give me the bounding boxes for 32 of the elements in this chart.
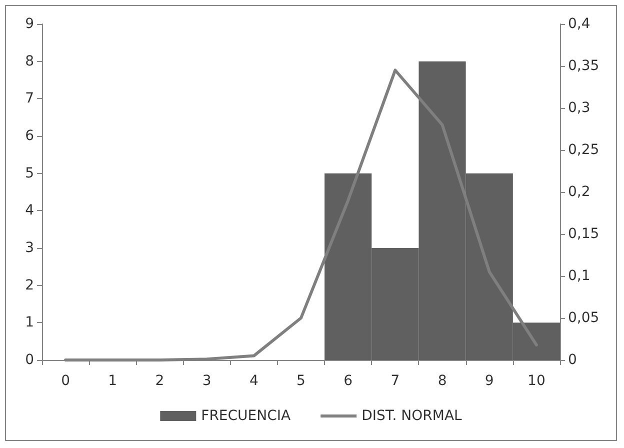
x-tick-label: 5 <box>296 373 306 389</box>
y2-tick-label: 0,1 <box>568 268 590 284</box>
x-tick-label: 1 <box>108 373 118 389</box>
x-tick-label: 8 <box>438 373 447 389</box>
legend-label: FRECUENCIA <box>201 408 292 424</box>
y2-tick-label: 0 <box>568 352 577 368</box>
y-tick-label: 5 <box>25 165 34 182</box>
y2-tick-label: 0,2 <box>568 184 590 200</box>
y-tick-label: 2 <box>25 277 34 294</box>
legend-label: DIST. NORMAL <box>362 408 462 424</box>
y-tick-label: 9 <box>25 16 34 32</box>
x-tick-label: 10 <box>528 373 546 389</box>
y2-tick-label: 0,4 <box>568 16 590 32</box>
y2-tick-label: 0,3 <box>568 100 590 116</box>
y-tick-label: 7 <box>25 90 34 107</box>
x-tick-label: 4 <box>249 373 258 389</box>
y-tick-label: 3 <box>25 240 34 256</box>
y-tick-label: 8 <box>25 53 34 70</box>
y2-tick-label: 0,05 <box>568 310 600 326</box>
y-tick-label: 6 <box>25 128 34 144</box>
x-tick-label: 3 <box>202 373 212 389</box>
x-tick-label: 0 <box>61 373 70 389</box>
y2-tick-label: 0,15 <box>568 226 600 242</box>
x-tick-label: 9 <box>484 373 494 389</box>
y-tick-label: 1 <box>25 314 34 331</box>
x-tick-label: 2 <box>155 373 164 389</box>
y-tick-label: 4 <box>25 202 34 219</box>
x-tick-label: 6 <box>344 373 353 389</box>
y2-tick-label: 0,35 <box>568 58 600 74</box>
x-tick-label: 7 <box>390 373 400 389</box>
y2-tick-label: 0,25 <box>568 142 600 158</box>
y-tick-label: 0 <box>25 352 34 368</box>
